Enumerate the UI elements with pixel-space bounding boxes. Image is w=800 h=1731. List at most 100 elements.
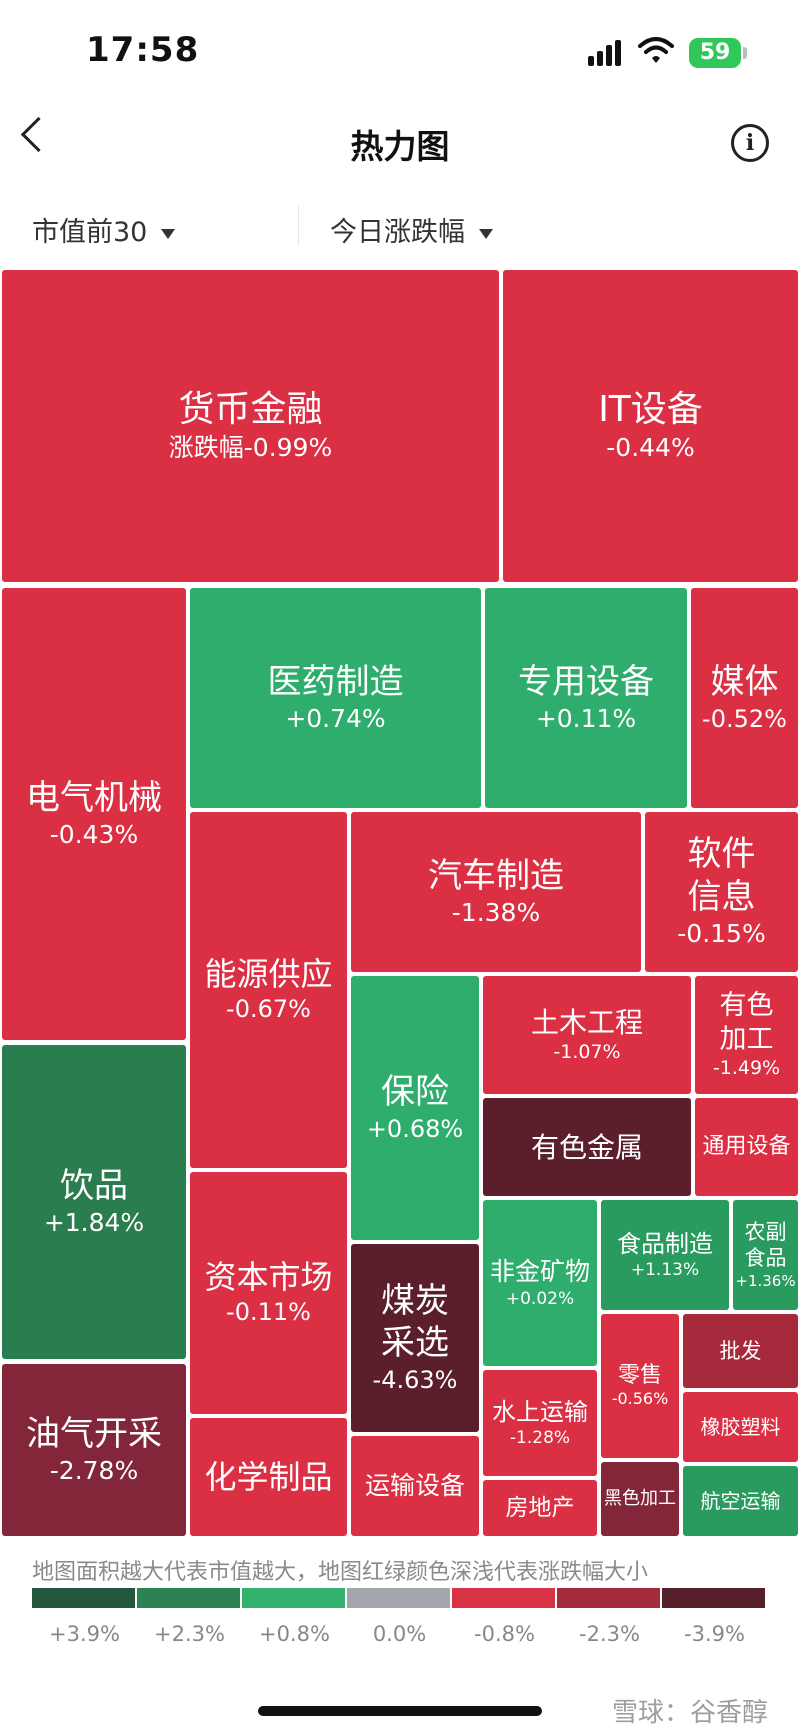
tile-name: 饮品	[60, 1165, 128, 1206]
battery-icon: 59	[689, 38, 741, 68]
info-icon[interactable]: i	[731, 124, 769, 162]
tile-change: +0.02%	[505, 1288, 575, 1309]
tile-feijin[interactable]: 非金矿物 +0.02%	[483, 1200, 597, 1366]
tile-name: 通用设备	[702, 1134, 791, 1160]
tile-zhuanyong[interactable]: 专用设备 +0.11%	[485, 588, 687, 808]
tile-change: -0.11%	[226, 1298, 311, 1327]
tile-youse-js[interactable]: 有色金属	[483, 1098, 691, 1196]
tile-nongfu[interactable]: 农副食品 +1.36%	[733, 1200, 798, 1310]
legend-label: -2.3%	[579, 1622, 640, 1646]
tile-name: 黑色加工	[604, 1487, 676, 1509]
tile-name: 能源供应	[204, 955, 333, 994]
tile-change: -2.78%	[49, 1456, 139, 1485]
tile-yiyao[interactable]: 医药制造 +0.74%	[190, 588, 481, 808]
tile-change: -0.52%	[702, 704, 787, 733]
tile-name: 土木工程	[530, 1006, 643, 1040]
tile-yinpin[interactable]: 饮品 +1.84%	[2, 1045, 186, 1359]
tile-name: 油气开采	[26, 1413, 162, 1454]
tile-change: +1.13%	[630, 1259, 700, 1280]
tile-qiche[interactable]: 汽车制造 -1.38%	[351, 812, 641, 972]
tile-baoxian[interactable]: 保险 +0.68%	[351, 976, 479, 1240]
tile-change: +1.84%	[43, 1208, 145, 1237]
legend-label: -3.9%	[684, 1622, 745, 1646]
scope-dropdown[interactable]: 市值前30	[32, 210, 176, 249]
tile-name: 货币金融	[178, 389, 323, 431]
battery-tip	[743, 47, 747, 59]
tile-name: 专用设备	[518, 661, 654, 702]
tile-change: -0.56%	[611, 1389, 669, 1409]
tile-change: -1.38%	[451, 898, 541, 927]
tile-name: 有色金属	[530, 1130, 643, 1164]
tile-pifa[interactable]: 批发	[683, 1314, 798, 1388]
tile-name: 水上运输	[492, 1397, 588, 1426]
tile-name: 非金矿物	[489, 1257, 590, 1287]
tile-ziben[interactable]: 资本市场 -0.11%	[190, 1172, 347, 1414]
tile-change: +0.74%	[285, 704, 386, 733]
tile-meiti[interactable]: 媒体 -0.52%	[691, 588, 798, 808]
tile-youqi[interactable]: 油气开采 -2.78%	[2, 1364, 186, 1536]
filter-divider	[298, 206, 299, 246]
tile-name: 橡胶塑料	[700, 1414, 781, 1439]
cellular-signal-icon	[588, 40, 624, 66]
tile-lingshou[interactable]: 零售 -0.56%	[601, 1314, 679, 1458]
tile-tongyong[interactable]: 通用设备	[695, 1098, 798, 1196]
legend-swatch	[32, 1588, 135, 1608]
tile-change: -0.43%	[49, 820, 139, 849]
tile-name: 保险	[381, 1072, 449, 1113]
home-indicator	[258, 1706, 542, 1716]
tile-huaxue[interactable]: 化学制品	[190, 1418, 347, 1536]
tile-heise[interactable]: 黑色加工	[601, 1462, 679, 1536]
legend-label: +3.9%	[49, 1622, 120, 1646]
tile-name: 电气机械	[26, 777, 162, 818]
tile-youse-jg[interactable]: 有色加工 -1.49%	[695, 976, 798, 1094]
legend-swatch	[347, 1588, 450, 1608]
tile-name: 零售	[617, 1362, 662, 1388]
watermark: 雪球：谷香醇	[612, 1698, 769, 1728]
tile-tumu[interactable]: 土木工程 -1.07%	[483, 976, 691, 1094]
tile-xiangjiao[interactable]: 橡胶塑料	[683, 1392, 798, 1462]
legend-swatch	[452, 1588, 555, 1608]
legend-label: +2.3%	[154, 1622, 225, 1646]
tile-name: 食品制造	[617, 1229, 713, 1258]
scope-dropdown-label: 市值前30	[32, 217, 148, 248]
tile-change: 涨跌幅-0.99%	[168, 433, 333, 463]
status-time: 17:58	[86, 30, 200, 70]
tile-shipin[interactable]: 食品制造 +1.13%	[601, 1200, 729, 1310]
tile-name: 农副食品	[744, 1220, 787, 1271]
tile-name: 煤炭采选	[381, 1280, 449, 1364]
caret-down-icon	[479, 228, 493, 239]
metric-dropdown[interactable]: 今日涨跌幅	[330, 210, 493, 249]
tile-huobi[interactable]: 货币金融 涨跌幅-0.99%	[2, 270, 499, 582]
tile-ruanjian[interactable]: 软件信息 -0.15%	[645, 812, 798, 972]
tile-change: +1.36%	[735, 1271, 796, 1290]
tile-name: 运输设备	[364, 1471, 465, 1501]
tile-name: 软件信息	[687, 834, 756, 917]
legend-label: -0.8%	[474, 1622, 535, 1646]
legend-label: 0.0%	[372, 1622, 427, 1646]
tile-name: 航空运输	[700, 1488, 781, 1513]
tile-change: +0.11%	[535, 704, 637, 733]
tile-hangkong[interactable]: 航空运输	[683, 1466, 798, 1536]
metric-dropdown-label: 今日涨跌幅	[330, 217, 465, 248]
tile-yunshu[interactable]: 运输设备	[351, 1436, 479, 1536]
tile-change: +0.68%	[366, 1114, 464, 1143]
tile-name: 批发	[719, 1338, 762, 1363]
tile-meitan[interactable]: 煤炭采选 -4.63%	[351, 1244, 479, 1432]
tile-change: -4.63%	[372, 1365, 458, 1394]
legend-swatch	[242, 1588, 345, 1608]
page-title: 热力图	[350, 127, 450, 166]
tile-change: -0.15%	[677, 919, 766, 949]
tile-change: -0.44%	[606, 433, 695, 463]
tile-fangdichan[interactable]: 房地产	[483, 1480, 597, 1536]
legend-swatch	[662, 1588, 765, 1608]
tile-shuishang[interactable]: 水上运输 -1.28%	[483, 1370, 597, 1476]
tile-change: -1.49%	[712, 1057, 781, 1080]
caret-down-icon	[161, 228, 176, 239]
tile-name: 化学制品	[204, 1458, 333, 1496]
tile-nengyuan[interactable]: 能源供应 -0.67%	[190, 812, 347, 1168]
tile-name: 媒体	[710, 662, 779, 703]
tile-name: 医药制造	[267, 661, 404, 702]
tile-it[interactable]: IT设备 -0.44%	[503, 270, 798, 582]
tile-dianqi[interactable]: 电气机械 -0.43%	[2, 588, 186, 1040]
tile-name: 房地产	[505, 1494, 575, 1521]
